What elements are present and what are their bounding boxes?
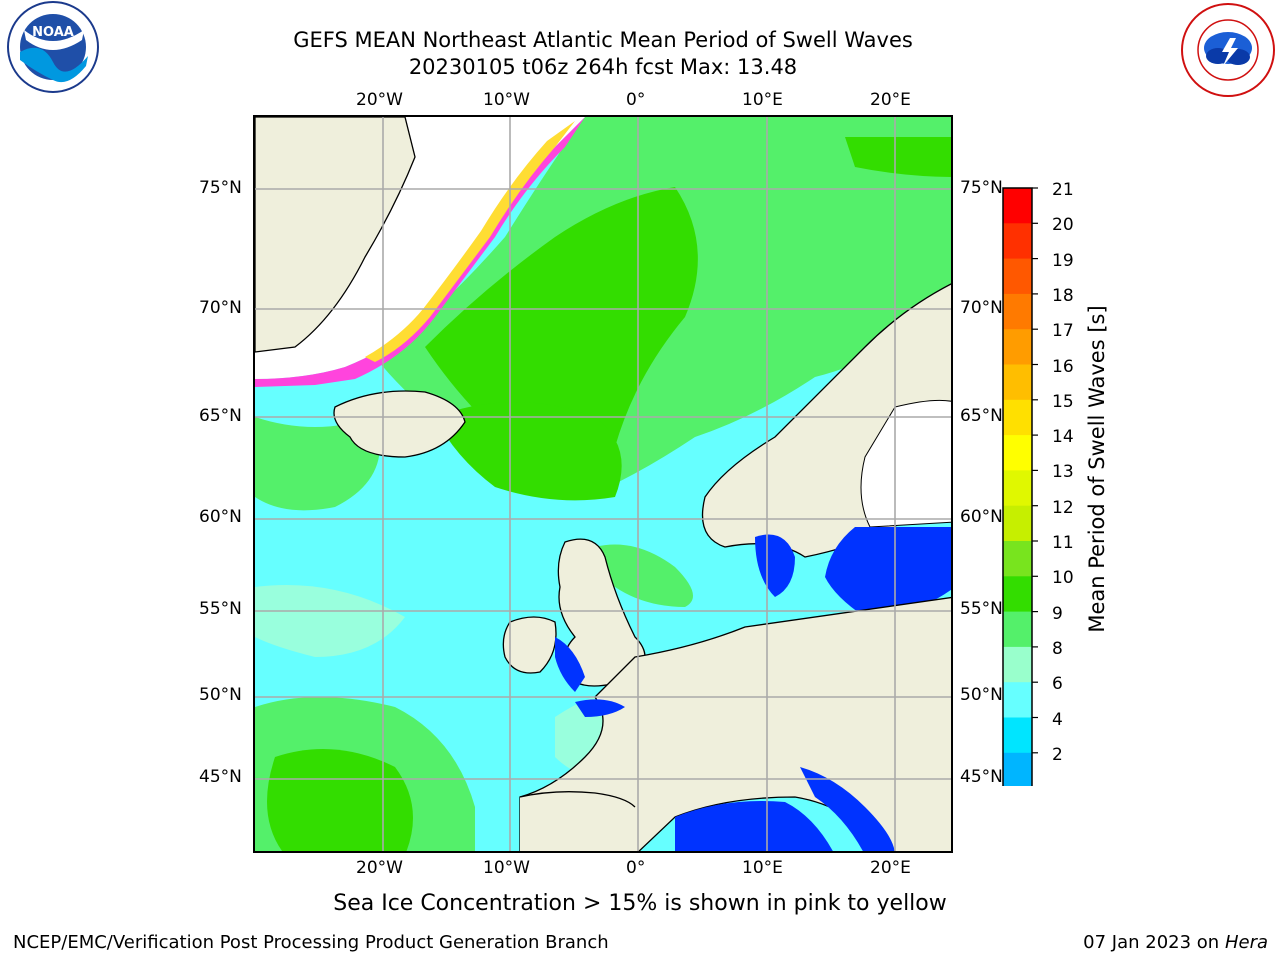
lat-tick-left-50n: 50°N bbox=[199, 685, 242, 705]
lat-tick-left-65n: 65°N bbox=[199, 406, 242, 426]
lon-tick-top-0: 0° bbox=[626, 90, 646, 110]
lon-tick-bottom-10w: 10°W bbox=[483, 858, 530, 878]
colorbar-tick-label: 8 bbox=[1052, 638, 1063, 659]
graticule bbox=[255, 117, 951, 851]
colorbar-tick-label: 15 bbox=[1052, 391, 1074, 412]
lat-tick-right-70n: 70°N bbox=[960, 298, 1003, 318]
colorbar-tick-label: 14 bbox=[1052, 427, 1074, 448]
sea-ice-pink-edge bbox=[255, 117, 585, 387]
colorbar-segment bbox=[1003, 435, 1032, 471]
land-iberia bbox=[520, 797, 635, 851]
colorbar-segment bbox=[1003, 223, 1032, 260]
ocean-green-northsea bbox=[592, 544, 693, 607]
colorbar-tick-label: 10 bbox=[1052, 568, 1074, 589]
lon-tick-bottom-10e: 10°E bbox=[742, 858, 783, 878]
colorbar-tick-label: 4 bbox=[1052, 709, 1063, 730]
ocean-blue-irish-sea bbox=[555, 637, 585, 692]
colorbar-segment bbox=[1003, 470, 1032, 507]
chart-title: GEFS MEAN Northeast Atlantic Mean Period… bbox=[293, 28, 913, 52]
lat-tick-right-60n: 60°N bbox=[960, 507, 1003, 527]
colorbar-tick-label: 13 bbox=[1052, 462, 1074, 483]
lat-tick-right-65n: 65°N bbox=[960, 406, 1003, 426]
lat-tick-left-45n: 45°N bbox=[199, 767, 242, 787]
colorbar-segment bbox=[1003, 646, 1032, 683]
colorbar-segment bbox=[1003, 399, 1032, 436]
colorbar bbox=[1000, 186, 1060, 818]
colorbar-segment bbox=[1003, 364, 1032, 401]
colorbar-segment bbox=[1003, 293, 1032, 330]
colorbar-tick-label: 6 bbox=[1052, 674, 1063, 695]
lat-tick-left-60n: 60°N bbox=[199, 507, 242, 527]
colorbar-tick-label: 17 bbox=[1052, 321, 1074, 342]
lon-tick-top-10w: 10°W bbox=[483, 90, 530, 110]
lon-tick-bottom-20w: 20°W bbox=[356, 858, 403, 878]
land-greenland bbox=[255, 117, 416, 353]
colorbar-tick-label: 19 bbox=[1052, 250, 1074, 271]
noaa-logo-text: NOAA bbox=[32, 25, 74, 40]
colorbar-segment bbox=[1003, 752, 1032, 789]
footer-credit: NCEP/EMC/Verification Post Processing Pr… bbox=[13, 932, 609, 953]
lon-tick-bottom-0: 0° bbox=[626, 858, 646, 878]
lat-tick-right-50n: 50°N bbox=[960, 685, 1003, 705]
colorbar-tick-label: 11 bbox=[1052, 533, 1074, 553]
colorbar-tick-label: 9 bbox=[1052, 603, 1063, 624]
lon-tick-top-10e: 10°E bbox=[742, 90, 783, 110]
colorbar-segment bbox=[1003, 505, 1032, 542]
colorbar-segment bbox=[1003, 258, 1032, 295]
lat-tick-left-70n: 70°N bbox=[199, 298, 242, 318]
sea-ice-note: Sea Ice Concentration > 15% is shown in … bbox=[333, 891, 947, 916]
colorbar-segment bbox=[1003, 329, 1032, 365]
colorbar-segment bbox=[1003, 188, 1032, 224]
ocean-blue-adriatic bbox=[800, 767, 895, 851]
footer-date-text: 07 Jan 2023 on bbox=[1083, 932, 1225, 953]
chart-subtitle: 20230105 t06z 264h fcst Max: 13.48 bbox=[408, 55, 798, 79]
colorbar-tick-label: 18 bbox=[1052, 285, 1074, 306]
colorbar-tick-label: 21 bbox=[1052, 180, 1074, 200]
colorbar-ticks: 21 20 19 18 17 16 15 14 13 12 11 10 9 8 6 4 2 bbox=[1052, 180, 1092, 770]
lat-tick-right-75n: 75°N bbox=[960, 178, 1003, 198]
national-weather-service-logo bbox=[1178, 0, 1278, 100]
ocean-blue-skagerrak bbox=[755, 534, 795, 597]
footer-host: Hera bbox=[1224, 932, 1268, 953]
ocean-green-southwest-core bbox=[267, 749, 413, 851]
colorbar-segment bbox=[1003, 541, 1032, 577]
colorbar-segment bbox=[1003, 717, 1032, 754]
ocean-green-barents bbox=[845, 137, 951, 177]
land-iceland bbox=[333, 390, 466, 458]
land-ireland bbox=[502, 616, 557, 674]
noaa-logo: NOAA bbox=[2, 0, 102, 100]
lat-tick-right-55n: 55°N bbox=[960, 599, 1003, 619]
map-panel bbox=[253, 115, 953, 853]
lat-tick-right-45n: 45°N bbox=[960, 767, 1003, 787]
ocean-blue-mediterranean bbox=[675, 801, 833, 851]
colorbar-segment bbox=[1003, 576, 1032, 613]
lat-tick-left-75n: 75°N bbox=[199, 178, 242, 198]
colorbar-tick-label: 20 bbox=[1052, 215, 1074, 236]
coast-iberia-north bbox=[519, 791, 636, 808]
ocean-light-band bbox=[255, 585, 405, 657]
lat-tick-left-55n: 55°N bbox=[199, 599, 242, 619]
sea-ice-yellow-edge bbox=[365, 121, 575, 362]
colorbar-tick-label: 16 bbox=[1052, 356, 1074, 377]
ocean-green-core bbox=[425, 187, 698, 462]
lon-tick-top-20e: 20°E bbox=[870, 90, 911, 110]
colorbar-segment bbox=[1003, 682, 1032, 718]
map-canvas bbox=[255, 117, 951, 851]
colorbar-segment bbox=[1003, 611, 1032, 648]
colorbar-tick-label: 2 bbox=[1052, 744, 1063, 765]
colorbar-label: Mean Period of Swell Waves [s] bbox=[1085, 305, 1109, 633]
footer-date: 07 Jan 2023 on Hera bbox=[1083, 932, 1268, 954]
colorbar-tick-label: 12 bbox=[1052, 497, 1074, 518]
lon-tick-bottom-20e: 20°E bbox=[870, 858, 911, 878]
ocean-green-west bbox=[255, 417, 380, 511]
colorbar-canvas bbox=[1001, 187, 1038, 818]
lon-tick-top-20w: 20°W bbox=[356, 90, 403, 110]
ocean-green-iceland bbox=[435, 402, 622, 501]
ocean-blue-baltic bbox=[825, 527, 951, 617]
ocean-blue-channel bbox=[575, 699, 625, 717]
